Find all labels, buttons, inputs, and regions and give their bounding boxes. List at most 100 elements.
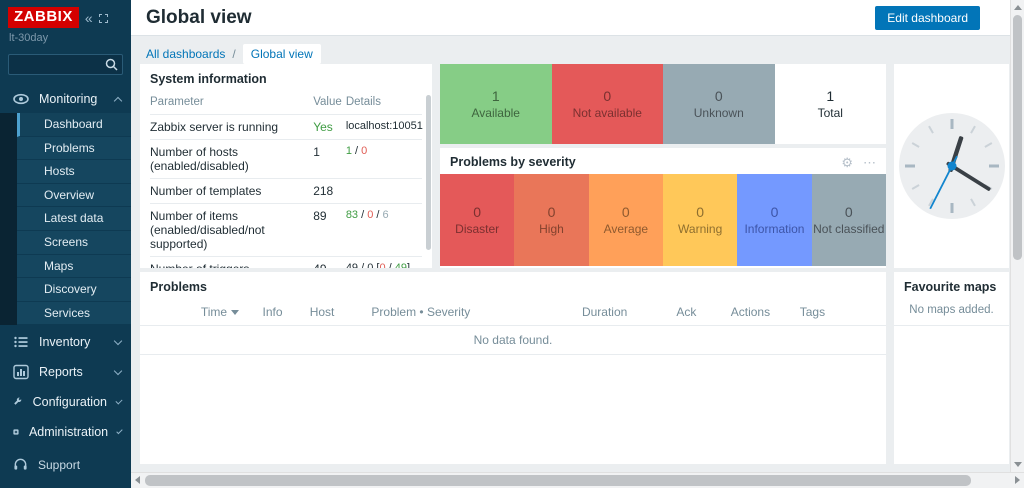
chevron-down-icon	[115, 397, 123, 405]
chevron-down-icon	[113, 366, 123, 376]
sidebar-item-monitoring[interactable]: Monitoring	[0, 85, 131, 113]
inventory-list-icon	[14, 337, 28, 348]
collapse-sidebar-icon[interactable]: «	[84, 9, 93, 26]
column-actions: Actions	[730, 305, 771, 319]
breadcrumb-current-link[interactable]: Global view	[242, 44, 321, 64]
availability-box-unknown: 0 Unknown	[663, 64, 775, 144]
sidebar-item-problems[interactable]: Problems	[17, 136, 131, 161]
menu-label: Reports	[39, 365, 83, 380]
chevron-down-icon	[116, 427, 123, 434]
column-tags: Tags	[799, 305, 826, 319]
support-headset-icon	[14, 458, 27, 470]
scroll-up-arrow-icon[interactable]	[1014, 5, 1022, 10]
zabbix-logo[interactable]: ZABBIX	[8, 7, 79, 28]
system-information-widget: System information Parameter Value Detai…	[140, 64, 432, 268]
edit-dashboard-button[interactable]: Edit dashboard	[875, 5, 980, 30]
severity-boxes: 0 Disaster 0 High 0 Average 0 Warning 0 …	[440, 174, 886, 266]
sidebar-item-maps[interactable]: Maps	[17, 254, 131, 279]
sidebar-item-hosts[interactable]: Hosts	[17, 160, 131, 184]
search-icon[interactable]	[105, 58, 118, 71]
severity-box-information: 0 Information	[737, 174, 812, 266]
column-time-sort[interactable]: Time	[201, 300, 263, 325]
availability-box-total: 1 Total	[774, 64, 886, 144]
configuration-wrench-icon	[14, 398, 22, 406]
problems-table-header: Time Info Host Problem • Severity Durati…	[140, 300, 886, 325]
system-information-table: Parameter Value Details Zabbix server is…	[140, 92, 432, 268]
page-title: Global view	[146, 6, 252, 28]
sidebar-item-reports[interactable]: Reports	[0, 357, 131, 387]
sidebar-item-overview[interactable]: Overview	[17, 183, 131, 208]
compact-view-icon[interactable]	[98, 11, 108, 25]
horizontal-scrollbar[interactable]	[131, 472, 1024, 488]
sidebar-item-discovery[interactable]: Discovery	[17, 278, 131, 302]
problems-widget: Problems Time Info Host Problem • Severi…	[140, 272, 886, 464]
column-ack: Ack	[676, 305, 697, 319]
sidebar-item-latest-data[interactable]: Latest data	[17, 207, 131, 231]
widget-menu-dots-icon[interactable]: ⋯	[863, 154, 876, 170]
widget-title: Problems	[150, 280, 207, 294]
sidebar-item-support[interactable]: Support	[0, 457, 131, 488]
availability-box-not-available: 0 Not available	[551, 64, 663, 144]
sidebar-search	[8, 54, 123, 75]
sort-desc-icon	[231, 310, 240, 315]
sidebar-item-dashboard[interactable]: Dashboard	[17, 113, 131, 137]
sidebar-item-configuration[interactable]: Configuration	[0, 387, 131, 417]
vertical-scrollbar-thumb[interactable]	[1013, 15, 1022, 260]
dashed-square-icon	[98, 13, 108, 23]
severity-box-not-classified: 0 Not classified	[811, 174, 886, 266]
table-row: Number of triggers (enabled/disabled [pr…	[150, 257, 422, 268]
severity-box-average: 0 Average	[588, 174, 663, 266]
vertical-scrollbar[interactable]	[1010, 0, 1024, 472]
breadcrumb: All dashboards / Global view	[146, 44, 321, 64]
search-input[interactable]	[8, 54, 123, 75]
chevron-up-icon	[113, 96, 123, 106]
table-row: Number of items (enabled/disabled/not su…	[150, 204, 422, 257]
menu-label: Administration	[28, 425, 109, 440]
menu-label: Monitoring	[39, 92, 98, 106]
widget-title: Favourite maps	[904, 280, 997, 294]
minute-hand	[945, 161, 991, 191]
table-header-row: Parameter Value Details	[150, 92, 422, 115]
sidebar-item-administration[interactable]: Administration	[0, 417, 131, 447]
no-maps-message: No maps added.	[894, 300, 1009, 326]
problems-by-severity-widget: Problems by severity ⚙ ⋯ 0 Disaster 0 Hi…	[440, 148, 886, 268]
sidebar-item-services[interactable]: Services	[17, 301, 131, 326]
top-bar: Global view Edit dashboard	[131, 0, 1024, 36]
widget-scrollbar-thumb[interactable]	[426, 95, 431, 250]
clock-center-dot	[947, 161, 956, 171]
scroll-right-arrow-icon[interactable]	[1015, 476, 1020, 484]
favourite-maps-widget: Favourite maps No maps added.	[894, 272, 1009, 464]
widget-settings-gear-icon[interactable]: ⚙	[841, 154, 853, 170]
server-name: lt-30day	[9, 32, 49, 44]
horizontal-scrollbar-thumb[interactable]	[145, 475, 971, 486]
no-data-message: No data found.	[140, 325, 886, 355]
widget-title: System information	[150, 72, 267, 86]
scroll-down-arrow-icon[interactable]	[1014, 462, 1022, 467]
clock-ticks	[904, 119, 999, 213]
severity-box-disaster: 0 Disaster	[440, 174, 515, 266]
scroll-left-arrow-icon[interactable]	[135, 476, 140, 484]
sidebar-item-inventory[interactable]: Inventory	[0, 327, 131, 357]
table-row: Zabbix server is running Yes localhost:1…	[150, 115, 423, 140]
monitoring-eye-icon	[13, 93, 29, 105]
table-row: Number of hosts (enabled/disabled) 1 1 /…	[150, 140, 422, 179]
severity-box-high: 0 High	[514, 174, 589, 266]
column-info: Info	[262, 305, 283, 319]
sidebar-header: ZABBIX «	[0, 0, 131, 30]
analog-clock	[898, 113, 1005, 219]
table-row: Number of templates 218	[150, 179, 422, 204]
sidebar-item-screens[interactable]: Screens	[17, 230, 131, 255]
sidebar-nav: Monitoring Dashboard Problems Hosts Over…	[0, 85, 131, 488]
availability-box-available: 1 Available	[440, 64, 552, 144]
chevron-down-icon	[113, 336, 123, 346]
column-duration: Duration	[581, 305, 628, 319]
support-label: Support	[38, 457, 81, 472]
sidebar: ZABBIX « lt-30day Monitoring Dashboard	[0, 0, 131, 488]
severity-box-warning: 0 Warning	[662, 174, 738, 266]
administration-gear-icon	[13, 429, 19, 435]
menu-label: Configuration	[32, 395, 107, 410]
column-problem-severity: Problem • Severity	[371, 305, 471, 319]
menu-label: Inventory	[39, 335, 91, 350]
breadcrumb-all-dashboards-link[interactable]: All dashboards	[146, 47, 226, 61]
